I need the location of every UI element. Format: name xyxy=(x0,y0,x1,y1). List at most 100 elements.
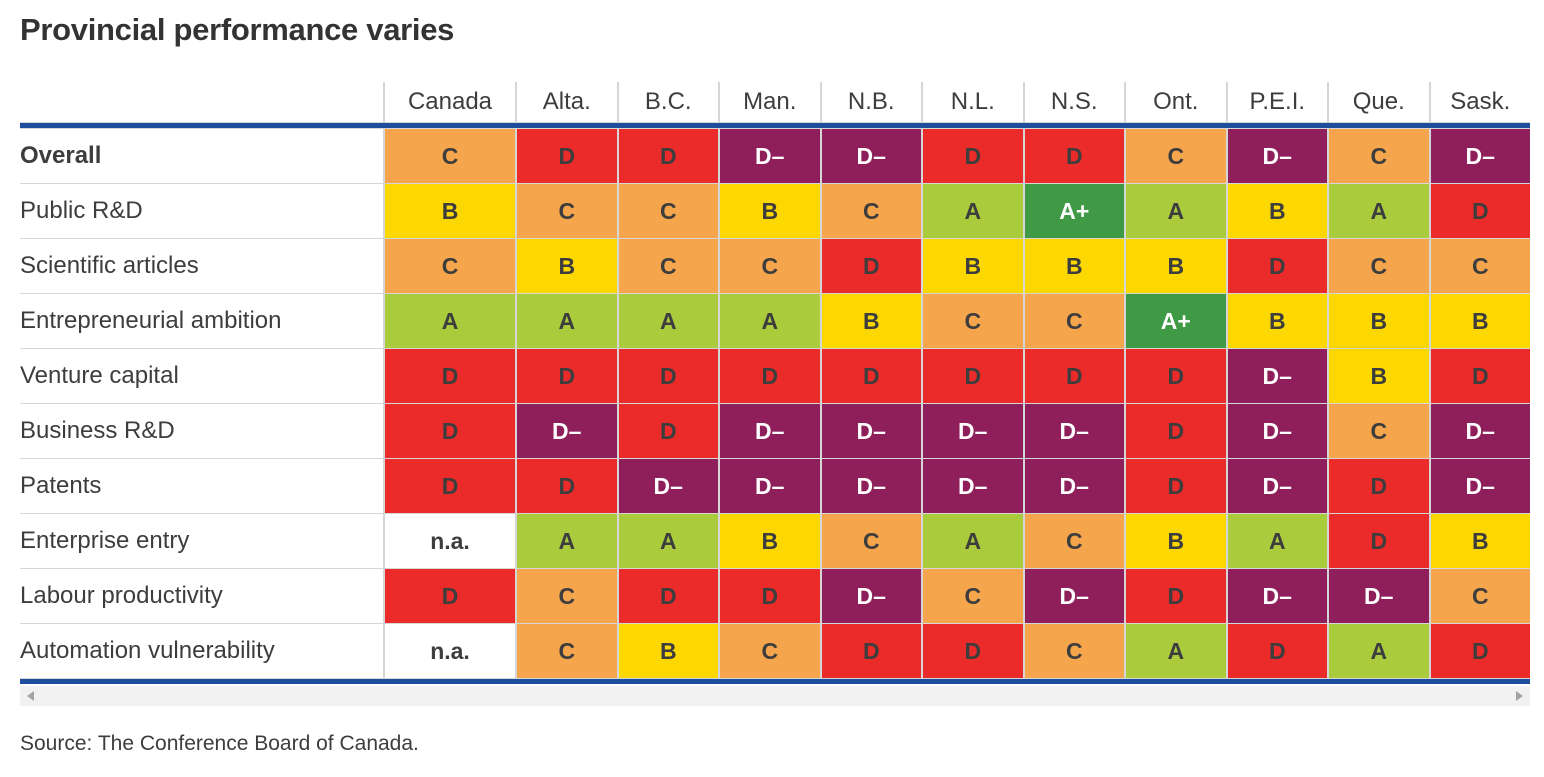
column-header-que: Que. xyxy=(1329,82,1429,122)
grade-cell-sask-labour-productivity: C xyxy=(1430,569,1530,623)
grade-cell-alta-public-r-d: C xyxy=(517,184,617,238)
column-header-alta: Alta. xyxy=(517,82,617,122)
grade-cell-n-b-labour-productivity: D– xyxy=(821,569,921,623)
row-label-patents: Patents xyxy=(20,459,383,513)
grade-cell-ont-automation-vulnerability: A xyxy=(1126,624,1226,678)
grade-cell-n-b-entrepreneurial-ambition: B xyxy=(821,294,921,348)
grade-cell-ont-patents: D xyxy=(1126,459,1226,513)
grade-cell-alta-venture-capital: D xyxy=(517,349,617,403)
column-header-p-e-i: P.E.I. xyxy=(1227,82,1327,122)
horizontal-scrollbar[interactable] xyxy=(20,686,1530,706)
row-label-public-r-d: Public R&D xyxy=(20,184,383,238)
row-label-enterprise-entry: Enterprise entry xyxy=(20,514,383,568)
grade-cell-b-c-venture-capital: D xyxy=(618,349,718,403)
grade-cell-sask-enterprise-entry: B xyxy=(1430,514,1530,568)
grade-cell-man-entrepreneurial-ambition: A xyxy=(720,294,820,348)
grade-cell-canada-overall: C xyxy=(385,129,515,183)
grade-cell-n-b-business-r-d: D– xyxy=(821,404,921,458)
grade-cell-b-c-automation-vulnerability: B xyxy=(618,624,718,678)
grade-cell-alta-entrepreneurial-ambition: A xyxy=(517,294,617,348)
header-divider-bar xyxy=(20,123,1530,128)
column-header-b-c: B.C. xyxy=(618,82,718,122)
page-title: Provincial performance varies xyxy=(20,12,455,47)
grade-cell-b-c-overall: D xyxy=(618,129,718,183)
grade-cell-p-e-i-scientific-articles: D xyxy=(1227,239,1327,293)
grade-cell-n-s-business-r-d: D– xyxy=(1024,404,1124,458)
grade-cell-que-patents: D xyxy=(1329,459,1429,513)
grade-cell-p-e-i-entrepreneurial-ambition: B xyxy=(1227,294,1327,348)
grade-cell-ont-business-r-d: D xyxy=(1126,404,1226,458)
grade-cell-n-s-patents: D– xyxy=(1024,459,1124,513)
grade-cell-n-b-enterprise-entry: C xyxy=(821,514,921,568)
grade-cell-man-enterprise-entry: B xyxy=(720,514,820,568)
row-label-business-r-d: Business R&D xyxy=(20,404,383,458)
grade-cell-n-l-labour-productivity: C xyxy=(923,569,1023,623)
grade-cell-que-venture-capital: B xyxy=(1329,349,1429,403)
grade-cell-man-automation-vulnerability: C xyxy=(720,624,820,678)
grade-cell-p-e-i-enterprise-entry: A xyxy=(1227,514,1327,568)
row-label-scientific-articles: Scientific articles xyxy=(20,239,383,293)
grade-cell-p-e-i-public-r-d: B xyxy=(1227,184,1327,238)
column-header-man: Man. xyxy=(720,82,820,122)
grade-cell-n-b-automation-vulnerability: D xyxy=(821,624,921,678)
grade-cell-b-c-enterprise-entry: A xyxy=(618,514,718,568)
grade-cell-que-overall: C xyxy=(1329,129,1429,183)
scroll-left-arrow-icon[interactable] xyxy=(27,691,34,701)
grade-cell-alta-business-r-d: D– xyxy=(517,404,617,458)
grade-cell-n-l-scientific-articles: B xyxy=(923,239,1023,293)
grade-cell-n-b-scientific-articles: D xyxy=(821,239,921,293)
grade-cell-canada-labour-productivity: D xyxy=(385,569,515,623)
grade-cell-canada-enterprise-entry: n.a. xyxy=(385,514,515,568)
grade-cell-b-c-scientific-articles: C xyxy=(618,239,718,293)
grade-cell-alta-overall: D xyxy=(517,129,617,183)
grade-cell-que-enterprise-entry: D xyxy=(1329,514,1429,568)
grade-cell-n-s-enterprise-entry: C xyxy=(1024,514,1124,568)
row-label-entrepreneurial-ambition: Entrepreneurial ambition xyxy=(20,294,383,348)
grade-cell-man-venture-capital: D xyxy=(720,349,820,403)
grade-cell-canada-public-r-d: B xyxy=(385,184,515,238)
grade-cell-ont-scientific-articles: B xyxy=(1126,239,1226,293)
grade-cell-man-patents: D– xyxy=(720,459,820,513)
grade-cell-ont-overall: C xyxy=(1126,129,1226,183)
grade-cell-ont-venture-capital: D xyxy=(1126,349,1226,403)
grade-cell-que-automation-vulnerability: A xyxy=(1329,624,1429,678)
grade-cell-ont-enterprise-entry: B xyxy=(1126,514,1226,568)
grade-cell-n-b-patents: D– xyxy=(821,459,921,513)
scroll-right-arrow-icon[interactable] xyxy=(1516,691,1523,701)
grade-cell-que-entrepreneurial-ambition: B xyxy=(1329,294,1429,348)
grade-cell-p-e-i-labour-productivity: D– xyxy=(1227,569,1327,623)
grade-cell-n-l-enterprise-entry: A xyxy=(923,514,1023,568)
grade-cell-canada-business-r-d: D xyxy=(385,404,515,458)
grade-cell-que-public-r-d: A xyxy=(1329,184,1429,238)
grade-cell-canada-automation-vulnerability: n.a. xyxy=(385,624,515,678)
grade-cell-canada-venture-capital: D xyxy=(385,349,515,403)
grade-cell-n-l-automation-vulnerability: D xyxy=(923,624,1023,678)
grade-cell-ont-public-r-d: A xyxy=(1126,184,1226,238)
column-header-n-s: N.S. xyxy=(1024,82,1124,122)
grade-cell-p-e-i-overall: D– xyxy=(1227,129,1327,183)
grade-cell-n-s-public-r-d: A+ xyxy=(1024,184,1124,238)
grade-cell-n-l-overall: D xyxy=(923,129,1023,183)
column-header-canada: Canada xyxy=(385,82,515,122)
grade-cell-sask-patents: D– xyxy=(1430,459,1530,513)
grade-cell-b-c-public-r-d: C xyxy=(618,184,718,238)
column-header-sask: Sask. xyxy=(1430,82,1530,122)
grade-cell-n-l-entrepreneurial-ambition: C xyxy=(923,294,1023,348)
grade-cell-sask-business-r-d: D– xyxy=(1430,404,1530,458)
grade-cell-sask-public-r-d: D xyxy=(1430,184,1530,238)
grade-cell-n-s-scientific-articles: B xyxy=(1024,239,1124,293)
grade-cell-alta-scientific-articles: B xyxy=(517,239,617,293)
grade-cell-b-c-business-r-d: D xyxy=(618,404,718,458)
grade-cell-sask-scientific-articles: C xyxy=(1430,239,1530,293)
column-header-ont: Ont. xyxy=(1126,82,1226,122)
table-corner xyxy=(20,82,383,122)
grade-cell-p-e-i-automation-vulnerability: D xyxy=(1227,624,1327,678)
row-label-venture-capital: Venture capital xyxy=(20,349,383,403)
grade-cell-canada-entrepreneurial-ambition: A xyxy=(385,294,515,348)
grade-cell-b-c-labour-productivity: D xyxy=(618,569,718,623)
grade-cell-n-s-automation-vulnerability: C xyxy=(1024,624,1124,678)
grade-cell-n-s-venture-capital: D xyxy=(1024,349,1124,403)
grade-cell-n-s-labour-productivity: D– xyxy=(1024,569,1124,623)
grade-cell-que-scientific-articles: C xyxy=(1329,239,1429,293)
grade-cell-que-labour-productivity: D– xyxy=(1329,569,1429,623)
